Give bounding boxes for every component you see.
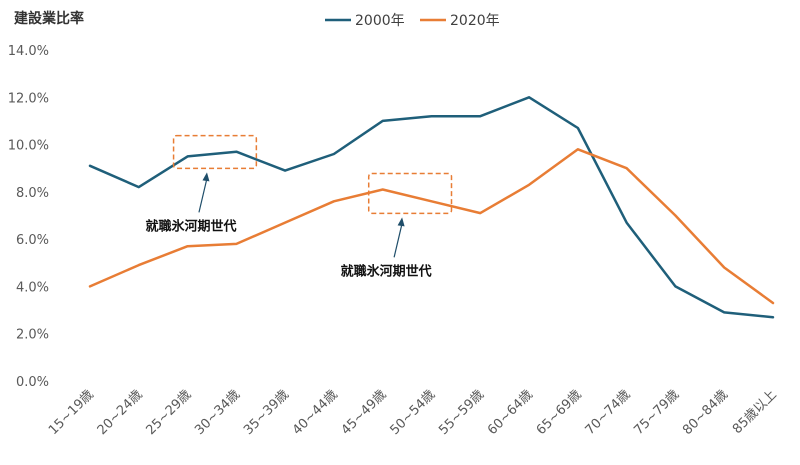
annotation-arrow-0 [198,178,208,213]
annotation-arrowhead-1 [397,217,405,227]
y-axis-ticks: 0.0% 2.0% 4.0% 6.0% 8.0% 10.0% 12.0% 14.0% [8,44,49,390]
x-tick-label: 15~19歳 [46,387,97,438]
x-tick-label: 35~39歳 [241,387,292,438]
annotation-label-1: 就職氷河期世代 [341,263,432,279]
y-tick-label: 12.0% [8,91,49,106]
y-tick-label: 10.0% [8,139,49,154]
y-tick-label: 6.0% [16,233,49,248]
annotation-box-0 [172,134,258,170]
series-lines [88,96,775,319]
x-tick-label: 50~54歳 [387,387,438,438]
x-tick-label: 80~84歳 [680,387,731,438]
y-tick-label: 8.0% [16,186,49,201]
series-line-1 [88,148,775,305]
x-tick-label: 25~29歳 [143,387,194,438]
x-tick-label: 65~69歳 [534,387,585,438]
annotation-arrow-1 [393,223,403,258]
y-tick-label: 14.0% [8,44,49,59]
annotation-arrowhead-0 [202,172,210,182]
x-tick-label: 40~44歳 [290,387,341,438]
legend: 2000年 2020年 [325,13,500,29]
y-tick-label: 2.0% [16,328,49,343]
x-tick-label: 55~59歳 [436,387,487,438]
legend-label-0: 2000年 [355,13,405,29]
y-tick-label: 0.0% [16,375,49,390]
annotation-box-1 [367,172,453,215]
y-axis-title: 建設業比率 [14,11,84,27]
series-line-0 [88,96,775,319]
x-tick-label: 20~24歳 [95,387,146,438]
x-tick-label: 45~49歳 [339,387,390,438]
x-tick-label: 85歳以上 [730,387,780,437]
x-tick-label: 75~79歳 [631,387,682,438]
annotation-label-0: 就職氷河期世代 [145,218,236,234]
x-tick-label: 30~34歳 [192,387,243,438]
x-tick-label: 70~74歳 [583,387,634,438]
legend-label-1: 2020年 [450,13,500,29]
y-tick-label: 4.0% [16,280,49,295]
x-axis-ticks: 15~19歳20~24歳25~29歳30~34歳35~39歳40~44歳45~4… [46,387,780,438]
x-tick-label: 60~64歳 [485,387,536,438]
